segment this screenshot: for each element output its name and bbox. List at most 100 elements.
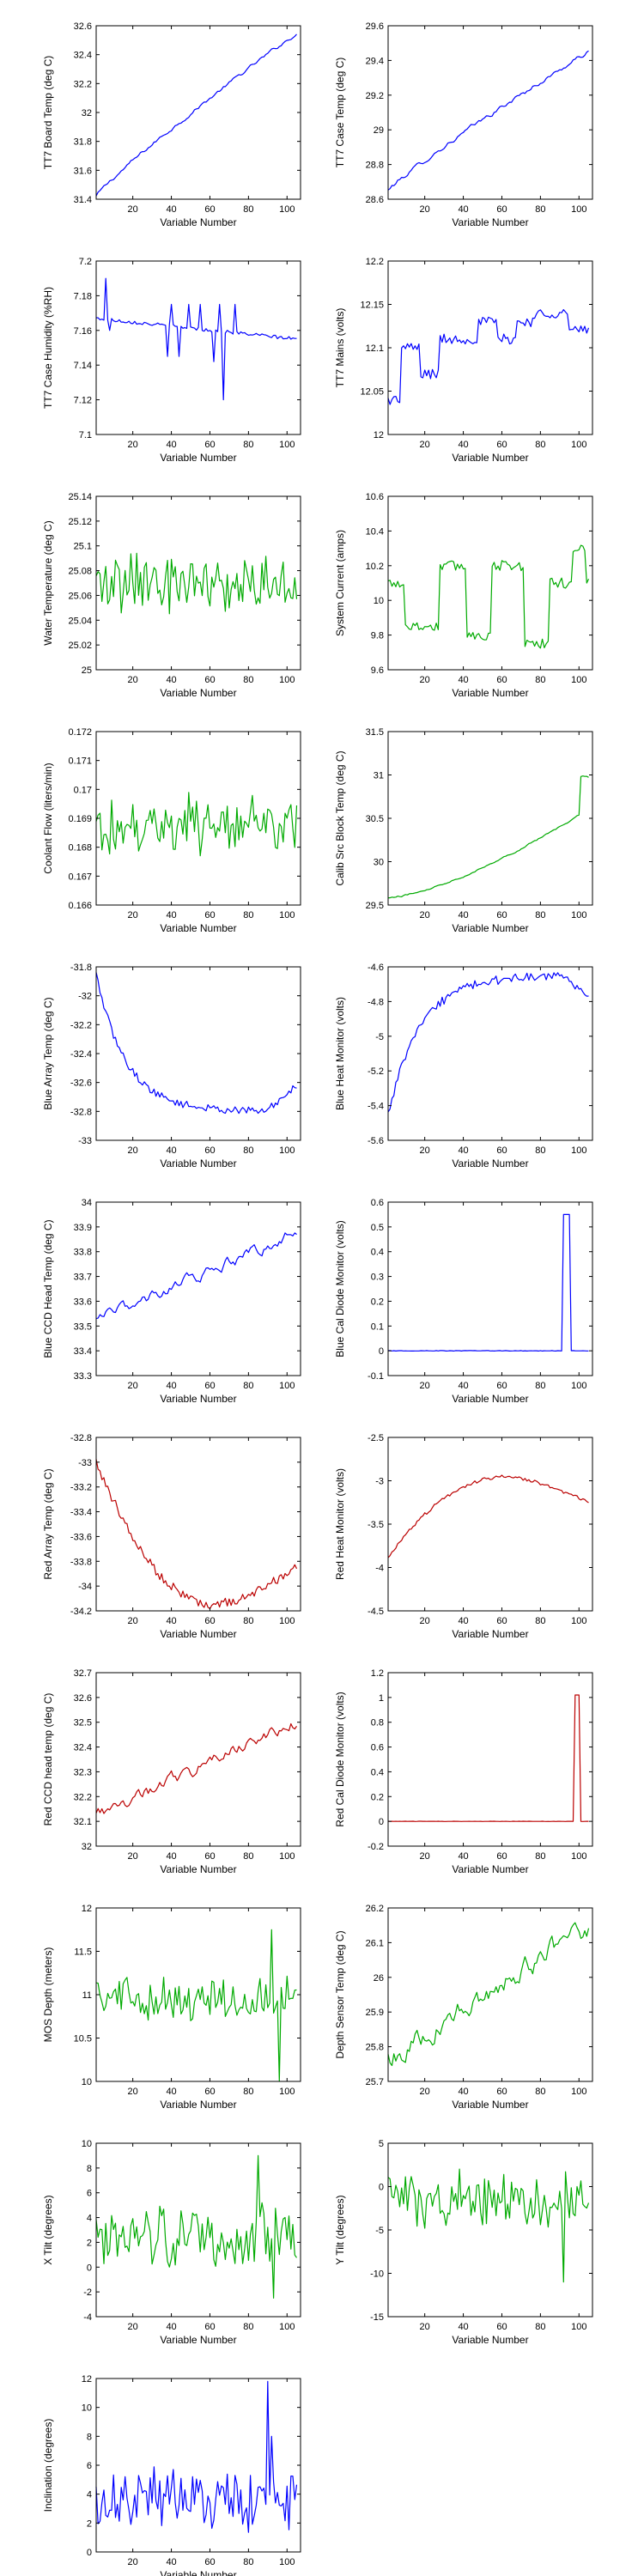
- y-axis-label: TT7 Mains (volts): [334, 308, 346, 388]
- x-axis-label: Variable Number: [160, 452, 236, 464]
- chart-panel: 20 40 60 80 100 -15 -10 -5 0 5 Variable Number Y Ti…: [334, 2139, 593, 2346]
- y-axis-label: TT7 Case Humidity (%RH): [42, 287, 54, 409]
- y-tick-label: 25.12: [68, 517, 92, 527]
- y-tick-label: 32.6: [74, 21, 92, 32]
- y-tick-label: 12: [374, 430, 384, 440]
- y-tick-label: 33.7: [74, 1273, 92, 1283]
- y-tick-label: 0.8: [371, 1718, 384, 1728]
- x-tick-label: 20: [420, 2087, 430, 2097]
- x-axis-label: Variable Number: [452, 1393, 528, 1405]
- plot-frame: [387, 966, 593, 1141]
- x-tick-label: 40: [166, 1851, 176, 1862]
- x-tick-label: 60: [204, 204, 215, 215]
- x-axis-label: Variable Number: [160, 1157, 236, 1170]
- x-tick-label: 80: [535, 2087, 545, 2097]
- x-tick-label: 80: [243, 2557, 253, 2567]
- y-tick-label: 29.6: [366, 21, 384, 32]
- y-tick-label: 7.14: [74, 361, 92, 371]
- chart-panel: 20 40 60 80 100 12 12.05 12.1 12.15 12.2 Variable …: [334, 257, 593, 464]
- series-line: [95, 792, 298, 857]
- y-tick-label: 26.1: [366, 1938, 384, 1948]
- y-tick-label: -4.5: [368, 1607, 384, 1617]
- x-tick-label: 40: [166, 910, 176, 920]
- y-tick-label: 26: [374, 1973, 384, 1984]
- y-tick-label: -32.4: [70, 1049, 92, 1060]
- x-tick-label: 60: [496, 675, 507, 685]
- x-tick-label: 80: [243, 1851, 253, 1862]
- x-tick-label: 20: [128, 2322, 138, 2332]
- x-tick-label: 40: [458, 910, 468, 920]
- y-tick-label: 32.4: [74, 1743, 92, 1753]
- x-tick-label: 100: [279, 675, 295, 685]
- series-line: [95, 972, 297, 1115]
- y-axis-label: MOS Depth (meters): [42, 1947, 54, 2043]
- x-tick-label: 40: [166, 2087, 176, 2097]
- plot-frame: [387, 495, 593, 671]
- y-tick-label: 11: [82, 1990, 92, 2001]
- x-tick-label: 60: [204, 675, 215, 685]
- x-tick-label: 20: [128, 1145, 138, 1156]
- y-tick-label: 0.3: [371, 1273, 384, 1283]
- y-tick-label: 31.5: [366, 727, 384, 738]
- plot-frame: [95, 495, 301, 671]
- series-line: [387, 544, 590, 649]
- x-tick-label: 100: [279, 1145, 295, 1156]
- plot-frame: [95, 2378, 301, 2553]
- series-line: [95, 2380, 298, 2533]
- x-tick-label: 80: [535, 2322, 545, 2332]
- x-tick-label: 40: [458, 1381, 468, 1391]
- x-tick-label: 100: [279, 1851, 295, 1862]
- x-tick-label: 20: [128, 2557, 138, 2567]
- y-tick-label: 9.6: [371, 665, 384, 676]
- y-tick-label: 10: [374, 596, 384, 606]
- plot-frame: [387, 25, 593, 200]
- x-tick-label: 60: [204, 2557, 215, 2567]
- x-axis-label: Variable Number: [452, 922, 528, 934]
- plot-frame: [95, 2142, 301, 2318]
- y-tick-label: -4: [375, 1564, 384, 1574]
- x-tick-label: 60: [204, 910, 215, 920]
- x-tick-label: 80: [243, 2087, 253, 2097]
- y-tick-label: 32.1: [74, 1817, 92, 1827]
- y-tick-label: -2: [83, 2287, 92, 2298]
- plot-frame: [95, 1437, 301, 1612]
- y-tick-label: 0.6: [371, 1743, 384, 1753]
- x-tick-label: 40: [458, 1145, 468, 1156]
- y-tick-label: 33.5: [74, 1321, 92, 1332]
- y-tick-label: 0: [379, 1346, 384, 1357]
- plot-frame: [95, 966, 301, 1141]
- y-tick-label: 2: [87, 2518, 92, 2529]
- x-tick-label: 20: [128, 440, 138, 450]
- y-tick-label: 0.17: [74, 785, 92, 795]
- y-tick-label: 32.2: [74, 79, 92, 89]
- plot-frame: [387, 1672, 593, 1847]
- y-tick-label: 32.4: [74, 51, 92, 61]
- x-tick-label: 80: [535, 1381, 545, 1391]
- y-axis-label: Inclination (degrees): [42, 2419, 54, 2512]
- x-axis-label: Variable Number: [160, 687, 236, 699]
- series-line: [387, 50, 589, 191]
- y-tick-label: 5: [379, 2139, 384, 2149]
- chart-panel: 20 40 60 80 100 -4 -2 0 2 4 6 8 10 Variable Number X T…: [42, 2139, 301, 2346]
- y-tick-label: 31.8: [74, 137, 92, 148]
- x-axis-label: Variable Number: [452, 1628, 528, 1640]
- y-tick-label: -0.2: [368, 1842, 384, 1852]
- y-axis-label: X Tilt (degrees): [42, 2195, 54, 2264]
- y-axis-label: Depth Sensor Temp (deg C): [334, 1930, 346, 2058]
- y-tick-label: 0.171: [68, 756, 92, 767]
- chart-panel: 20 40 60 80 100 25.7 25.8 25.9 26 26.1 26.2 Variabl…: [334, 1904, 593, 2111]
- y-axis-label: Calib Src Block Temp (deg C): [334, 750, 346, 885]
- x-tick-label: 60: [496, 2087, 507, 2097]
- y-axis-label: TT7 Case Temp (deg C): [334, 58, 346, 168]
- y-axis-label: Red Array Temp (deg C): [42, 1468, 54, 1579]
- x-axis-label: Variable Number: [160, 2099, 236, 2111]
- y-tick-label: 4: [87, 2490, 92, 2500]
- y-tick-label: 0: [379, 1817, 384, 1827]
- y-tick-label: 6: [87, 2461, 92, 2471]
- y-tick-label: -5.4: [368, 1102, 384, 1112]
- x-tick-label: 60: [496, 1145, 507, 1156]
- x-axis-label: Variable Number: [452, 687, 528, 699]
- y-tick-label: -34: [78, 1582, 92, 1592]
- y-tick-label: 0: [87, 2263, 92, 2273]
